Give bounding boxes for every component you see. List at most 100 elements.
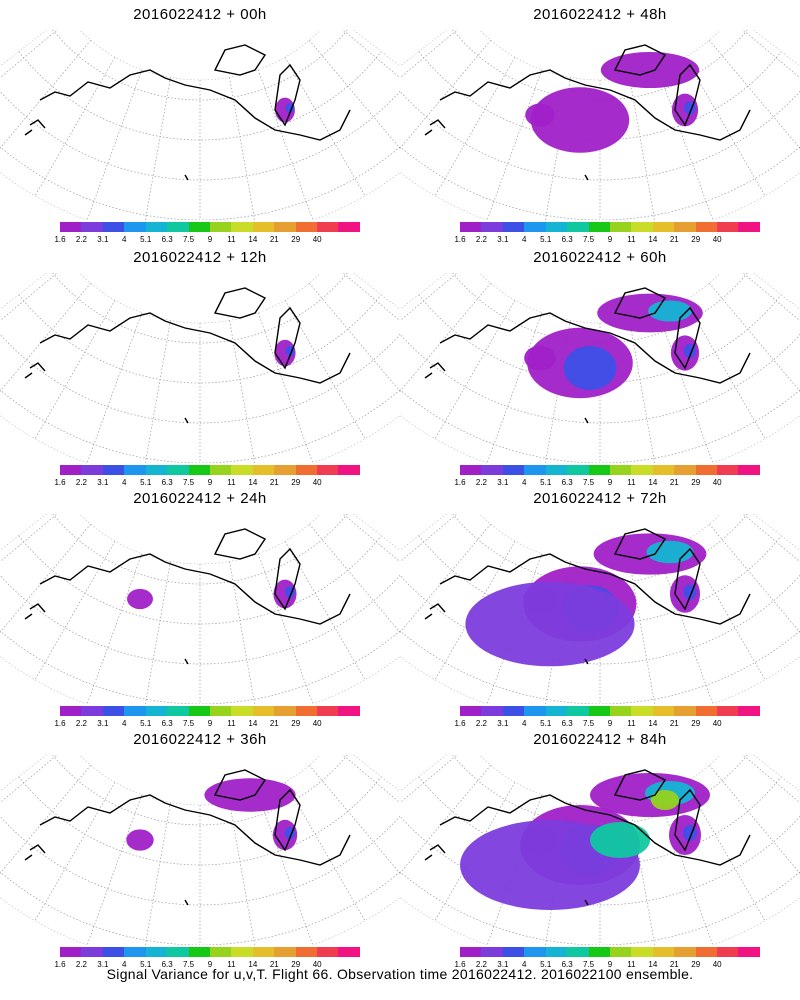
grid-latitude-line (400, 871, 800, 945)
figure-caption: Signal Variance for u,v,T. Flight 66. Ob… (106, 966, 694, 982)
colorbar-swatch (188, 222, 210, 232)
colorbar-swatch (102, 706, 125, 716)
colorbar-swatch (460, 222, 482, 232)
grid-meridian-line (709, 40, 800, 149)
grid-meridian-line (309, 283, 400, 392)
grid-meridian-line (284, 782, 366, 921)
colorbar (460, 706, 760, 716)
grid-meridian-line (342, 30, 400, 79)
grid-meridian-line (657, 794, 714, 945)
colorbar-tick-label: 3.1 (497, 960, 509, 969)
colorbar-swatch (674, 222, 696, 232)
colorbar-tick-label: 6.3 (561, 960, 573, 969)
grid-meridian-line (400, 765, 491, 874)
variance-map (400, 514, 800, 704)
colorbar-swatch (231, 947, 253, 957)
colorbar-swatch (167, 706, 189, 716)
colorbar-tick-label: 9 (207, 719, 213, 728)
grid-meridian-line (144, 320, 171, 463)
grid-latitude-line (0, 333, 400, 424)
colorbar-tick-label: 5.1 (140, 478, 152, 487)
colorbar-tick-label: 1.6 (54, 719, 66, 728)
colorbar-swatch (124, 465, 146, 475)
colorbar-tick-label: 29 (691, 960, 701, 969)
grid-meridian-line (34, 300, 116, 439)
colorbar-tick-label: 2.2 (75, 960, 87, 969)
colorbar-swatch (209, 222, 232, 232)
grid-meridian-line (284, 541, 366, 680)
grid-meridian-line (629, 77, 656, 220)
colorbar-swatch (674, 465, 696, 475)
colorbar-swatch (502, 222, 525, 232)
colorbar-tick-label: 1.6 (454, 960, 466, 969)
panel-title: 2016022412 + 84h (533, 731, 667, 748)
colorbar-tick-label: 11 (627, 478, 636, 487)
map-panel-60h: 2016022412 + 60h 1.6 2.2 3.1 4 5.1 6.3 7.5 9 11 1… (400, 243, 800, 487)
grid-meridian-line (486, 312, 543, 463)
colorbar-swatch (695, 465, 718, 475)
variance-map (0, 755, 400, 945)
colorbar-swatch (102, 465, 125, 475)
colorbar-swatch (652, 706, 675, 716)
colorbar-tick-label: 40 (712, 960, 722, 969)
grid-meridian-line (400, 283, 491, 392)
colorbar-swatch (502, 465, 525, 475)
grid-meridian-line (342, 755, 400, 804)
colorbar-swatch (567, 222, 589, 232)
grid-meridian-line (86, 553, 143, 704)
grid-meridian-line (86, 69, 143, 220)
colorbar-swatch (631, 706, 653, 716)
grid-meridian-line (342, 514, 400, 563)
grid-meridian-line (0, 514, 58, 563)
colorbar-tick-label: 7.5 (183, 478, 195, 487)
colorbar-tick-label: 9 (207, 235, 213, 244)
grid-latitude-line (0, 815, 400, 906)
panel-title: 2016022412 + 72h (533, 490, 667, 507)
colorbar-tick-label: 4 (522, 235, 527, 244)
grid-meridian-line (0, 273, 58, 322)
colorbar-swatch (274, 706, 296, 716)
colorbar-swatch (460, 465, 482, 475)
map-panel-84h: 2016022412 + 84h 1.6 2.2 3.1 4 5.1 6.3 7.5 9 11 1… (400, 725, 800, 969)
map-panel-48h: 2016022412 + 48h 1.6 2.2 3.1 4 5.1 6.3 7.5 9 11 1… (400, 0, 800, 244)
grid-meridian-line (709, 283, 800, 392)
colorbar-tick-label: 2.2 (475, 960, 487, 969)
colorbar-tick-label: 29 (291, 235, 301, 244)
grid-meridian-line (709, 524, 800, 633)
grid-meridian-line (742, 755, 800, 804)
grid-meridian-line (34, 57, 116, 196)
colorbar-swatch (188, 947, 210, 957)
colorbar-swatch (81, 465, 103, 475)
grid-meridian-line (0, 524, 91, 633)
colorbar-swatch (317, 706, 339, 716)
colorbar-tick-label: 4 (522, 719, 527, 728)
colorbar-tick-label: 1.6 (54, 235, 66, 244)
grid-meridian-line (257, 69, 314, 220)
variance-contour (648, 300, 692, 322)
colorbar-swatch (60, 947, 82, 957)
colorbar (60, 947, 360, 957)
colorbar-tick-label: 11 (627, 235, 636, 244)
colorbar-tick-label: 14 (248, 960, 258, 969)
colorbar-labels: 1.6 2.2 3.1 4 5.1 6.3 7.5 9 11 14 21 29 40 (54, 960, 360, 970)
island-outline (424, 119, 589, 181)
map-panel-24h: 2016022412 + 24h 1.6 2.2 3.1 4 5.1 6.3 7.5 9 11 1… (0, 484, 400, 728)
colorbar-swatch (145, 947, 168, 957)
variance-contour (563, 346, 617, 390)
colorbar-tick-label: 9 (207, 960, 213, 969)
grid-meridian-line (0, 755, 58, 804)
colorbar-tick-label: 3.1 (97, 960, 109, 969)
colorbar-tick-label: 4 (522, 478, 527, 487)
colorbar-tick-label: 7.5 (183, 960, 195, 969)
colorbar (460, 947, 760, 957)
colorbar-swatch (481, 465, 503, 475)
colorbar-tick-label: 5.1 (140, 719, 152, 728)
colorbar-tick-label: 5.1 (540, 719, 552, 728)
grid-meridian-line (434, 57, 516, 196)
grid-meridian-line (86, 794, 143, 945)
colorbar-swatch (209, 947, 232, 957)
colorbar-tick-label: 14 (248, 478, 258, 487)
colorbar-swatch (274, 222, 296, 232)
colorbar-swatch (338, 465, 360, 475)
colorbar-tick-label: 21 (669, 235, 679, 244)
